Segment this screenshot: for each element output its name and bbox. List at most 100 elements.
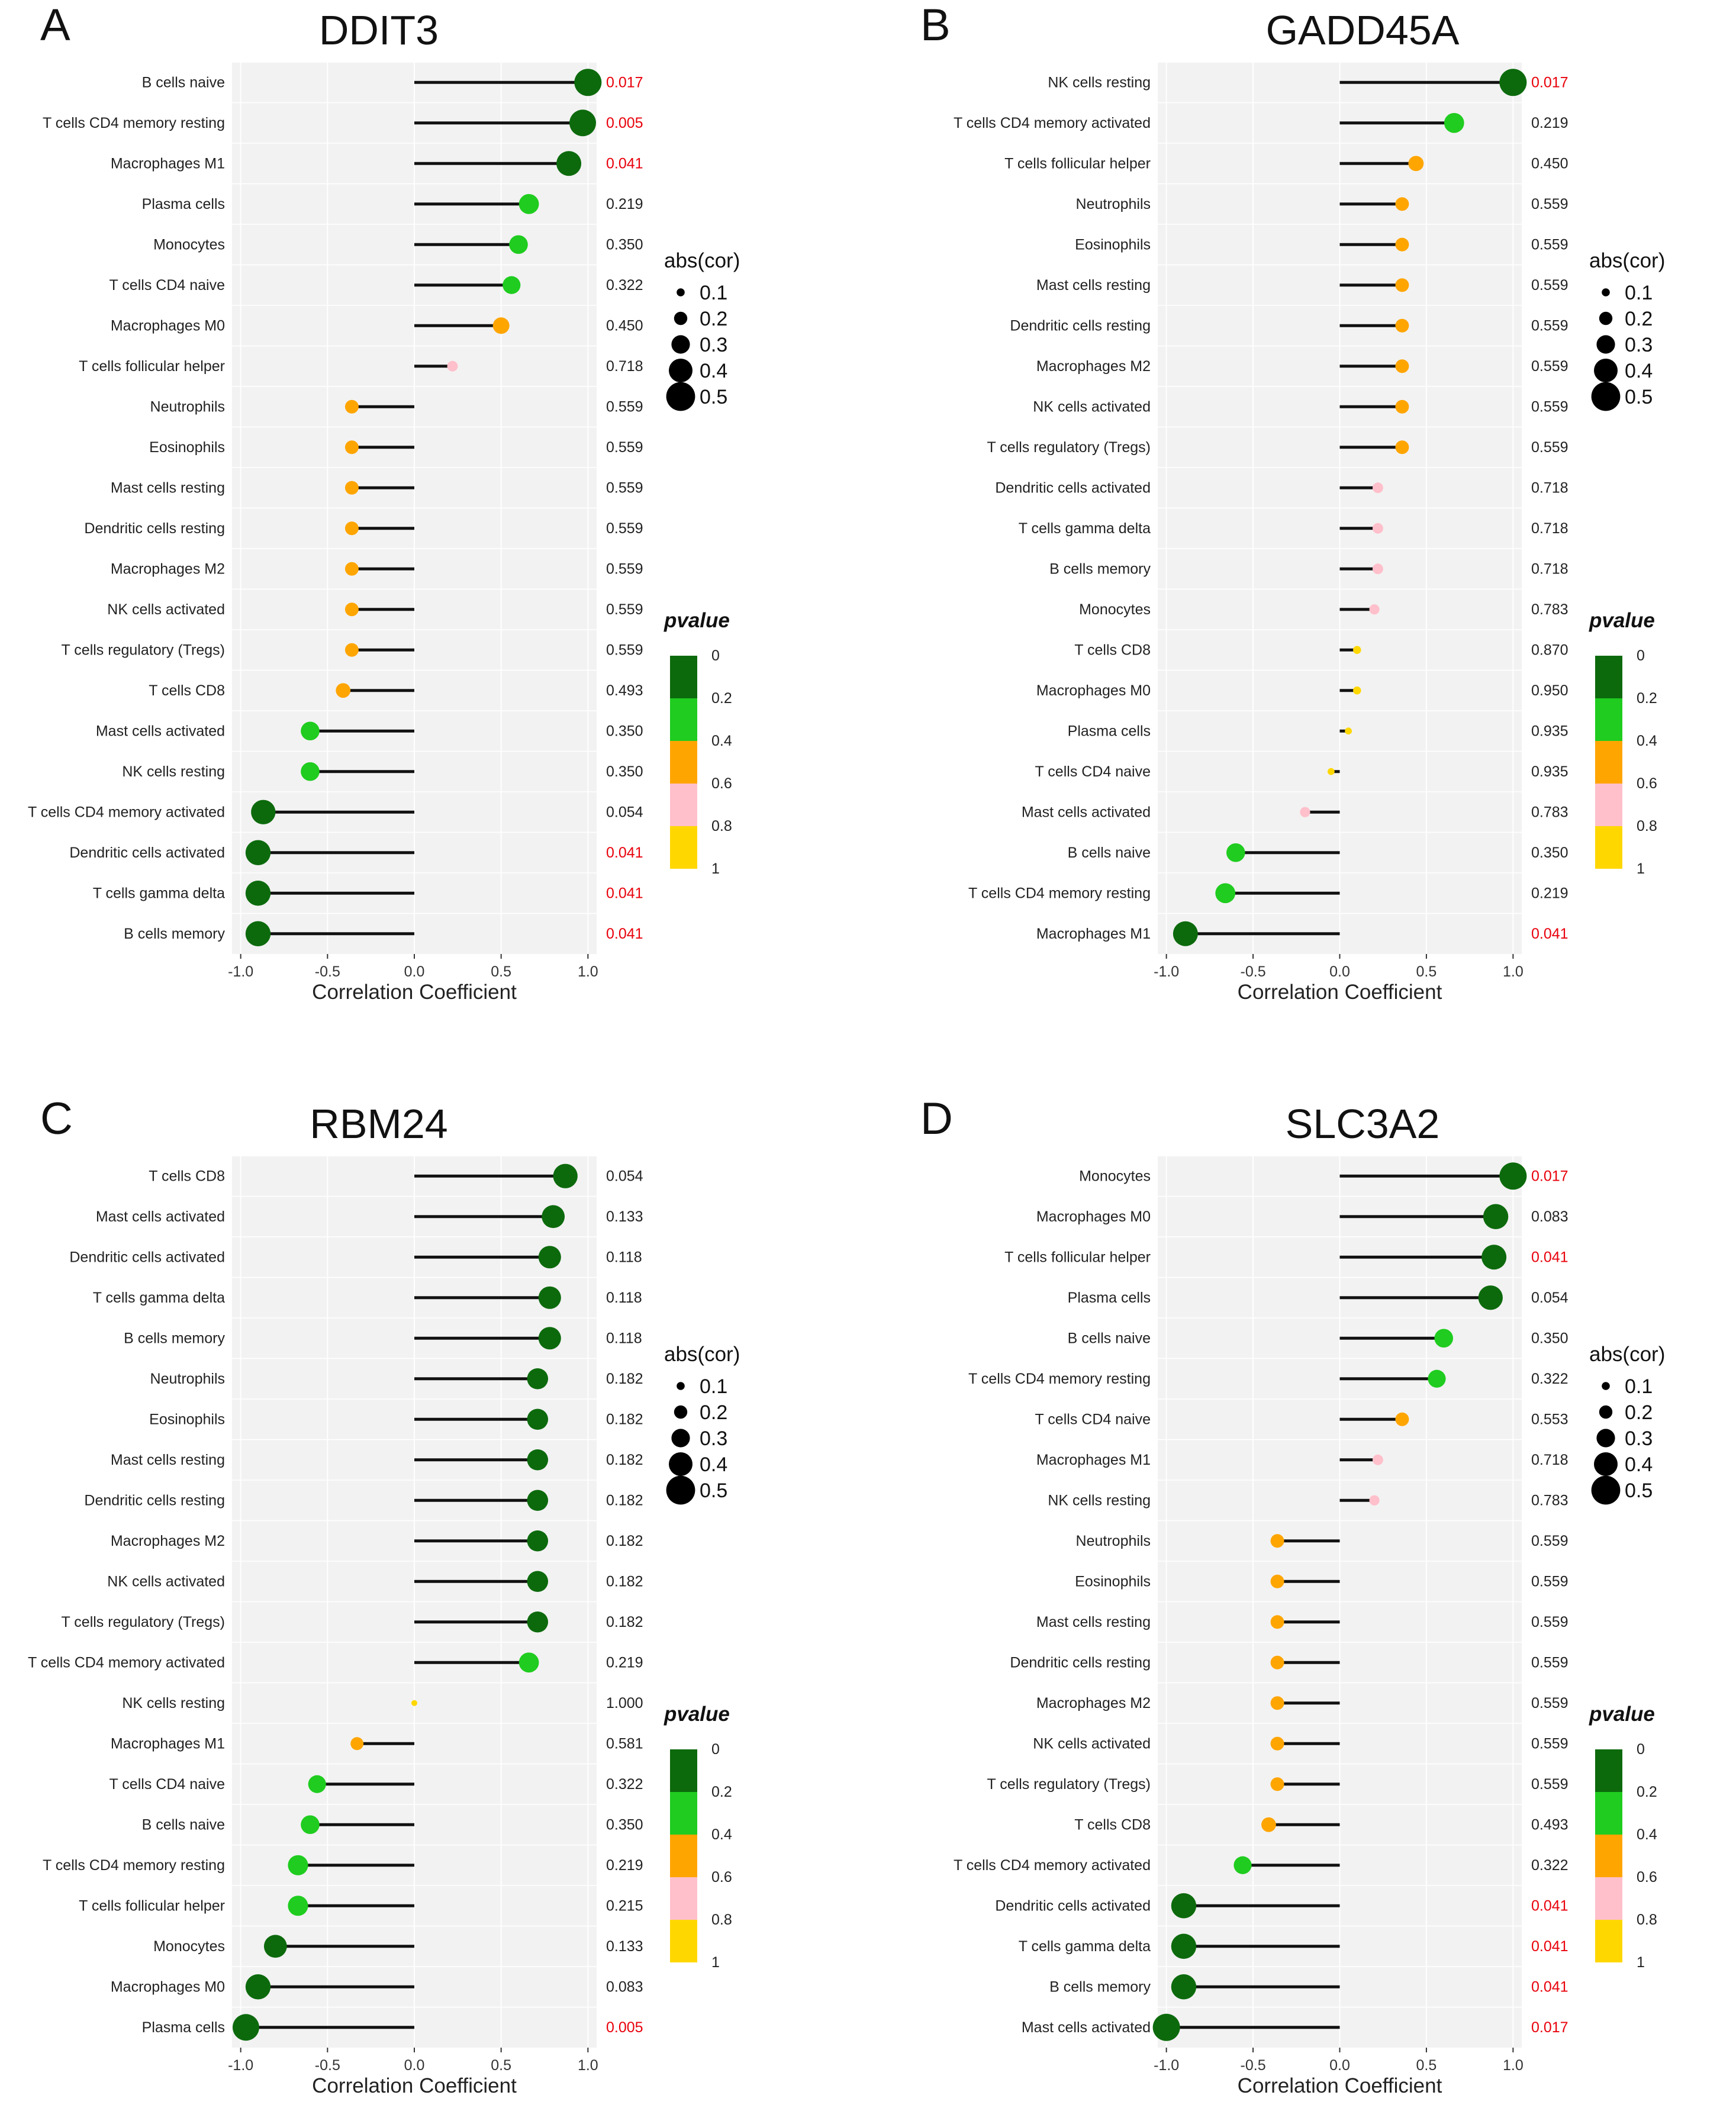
row-label: Plasma cells <box>142 196 225 212</box>
lollipop-point <box>251 800 276 824</box>
lollipop-point <box>527 1611 549 1633</box>
lollipop-row: Dendritic cells activated 0.041 <box>69 840 643 865</box>
row-label: Macrophages M0 <box>111 317 225 334</box>
pvalue-label: 0.581 <box>606 1735 643 1752</box>
row-label: B cells naive <box>142 74 225 91</box>
color-legend-label: 1 <box>711 1954 720 1971</box>
color-legend-swatch <box>1595 1749 1622 1792</box>
size-legend-dot <box>1602 1382 1610 1390</box>
row-label: Eosinophils <box>1075 236 1151 253</box>
lollipop-point <box>542 1205 565 1229</box>
size-legend-label: 0.4 <box>1625 360 1653 382</box>
lollipop-point <box>1499 69 1527 96</box>
color-legend-swatch <box>1595 1920 1622 1962</box>
row-label: Neutrophils <box>150 398 225 415</box>
panel-D: D SLC3A2 Monocytes 0.017 Macrophages M0 0.083… <box>920 1094 1665 2097</box>
x-tick-label: -0.5 <box>315 2057 340 2074</box>
size-legend-dot <box>666 382 695 411</box>
pvalue-label: 0.559 <box>1531 358 1568 375</box>
pvalue-label: 0.322 <box>606 277 643 294</box>
lollipop-point <box>308 1775 326 1793</box>
lollipop-point <box>553 1163 578 1188</box>
lollipop-row: Dendritic cells activated 0.118 <box>69 1246 642 1269</box>
lollipop-point <box>1171 1893 1197 1919</box>
lollipop-row: Neutrophils 0.559 <box>1076 196 1568 212</box>
panel-letter: C <box>40 1094 73 1144</box>
lollipop-row: T cells CD4 naive 0.935 <box>1035 763 1568 780</box>
row-label: Neutrophils <box>1076 1533 1151 1549</box>
lollipop-point <box>263 1935 287 1958</box>
color-legend-title: pvalue <box>1589 1703 1655 1726</box>
row-label: T cells CD4 memory resting <box>968 1371 1151 1387</box>
x-tick-label: -0.5 <box>1241 2057 1266 2074</box>
x-tick-label: -1.0 <box>1154 963 1179 980</box>
row-label: Dendritic cells activated <box>995 1897 1151 1914</box>
lollipop-row: Eosinophils 0.559 <box>149 439 643 456</box>
pvalue-label: 0.118 <box>606 1290 642 1306</box>
lollipop-row: T cells gamma delta 0.118 <box>93 1286 642 1309</box>
lollipop-point <box>538 1286 561 1309</box>
row-label: NK cells activated <box>1033 398 1151 415</box>
color-legend-label: 0.4 <box>711 733 732 749</box>
lollipop-point <box>344 643 359 657</box>
lollipop-point <box>245 921 271 946</box>
pvalue-label: 0.559 <box>1531 1533 1568 1549</box>
size-legend-title: abs(cor) <box>1589 1343 1665 1366</box>
row-label: Macrophages M2 <box>111 1533 225 1549</box>
lollipop-row: Plasma cells 0.054 <box>1068 1285 1568 1310</box>
size-legend-label: 0.5 <box>700 1480 727 1502</box>
pvalue-label: 0.350 <box>606 723 643 739</box>
row-label: B cells memory <box>1049 1978 1151 1995</box>
lollipop-point <box>1369 1495 1380 1506</box>
lollipop-point <box>527 1490 549 1511</box>
lollipop-row: Eosinophils 0.559 <box>1075 1573 1568 1590</box>
lollipop-point <box>1171 1933 1197 1959</box>
lollipop-point <box>1372 1454 1383 1465</box>
lollipop-row: Macrophages M1 0.041 <box>1036 921 1568 946</box>
lollipop-point <box>288 1896 308 1916</box>
color-legend-swatch <box>1595 1792 1622 1835</box>
lollipop-row: Mast cells resting 0.559 <box>1036 1614 1568 1630</box>
x-tick-label: 0.0 <box>1329 963 1350 980</box>
color-legend-swatch <box>670 1835 697 1877</box>
pvalue-label: 0.559 <box>1531 1735 1568 1752</box>
row-label: Macrophages M1 <box>1036 926 1151 942</box>
lollipop-point <box>1395 399 1409 414</box>
size-legend-label: 0.4 <box>700 1453 727 1476</box>
size-legend-title: abs(cor) <box>664 1343 740 1366</box>
row-label: T cells follicular helper <box>79 358 225 375</box>
lollipop-point <box>288 1855 308 1875</box>
pvalue-label: 0.182 <box>606 1614 643 1630</box>
x-tick-label: 0.0 <box>1329 2057 1350 2074</box>
row-label: NK cells activated <box>1033 1735 1151 1752</box>
size-legend-label: 0.2 <box>1625 308 1653 330</box>
lollipop-point <box>1352 646 1361 655</box>
lollipop-point <box>1270 1574 1284 1588</box>
color-legend-swatch <box>670 1792 697 1835</box>
size-legend-dot <box>677 288 685 296</box>
size-legend-dot <box>677 1382 685 1390</box>
pvalue-label: 0.017 <box>1531 74 1568 91</box>
lollipop-row: B cells memory 0.118 <box>124 1327 642 1350</box>
row-label: Dendritic cells resting <box>84 1492 225 1509</box>
lollipop-row: Eosinophils 0.182 <box>149 1408 643 1430</box>
x-tick-label: -1.0 <box>228 963 253 980</box>
color-legend-label: 1 <box>711 860 720 877</box>
color-legend-label: 0.2 <box>1637 690 1657 707</box>
row-label: B cells naive <box>1068 845 1151 861</box>
lollipop-point <box>1226 843 1245 862</box>
row-label: Monocytes <box>1079 1168 1151 1184</box>
panel-title: SLC3A2 <box>1286 1101 1440 1147</box>
x-tick-label: 0.5 <box>1416 2057 1437 2074</box>
lollipop-row: Dendritic cells resting 0.559 <box>1010 317 1568 334</box>
row-label: Dendritic cells activated <box>69 845 225 861</box>
size-legend-dot <box>666 1475 695 1505</box>
lollipop-point <box>411 1700 417 1706</box>
lollipop-row: T cells follicular helper 0.215 <box>79 1896 643 1916</box>
pvalue-label: 0.718 <box>1531 520 1568 537</box>
size-legend-title: abs(cor) <box>664 249 740 272</box>
lollipop-row: Macrophages M2 0.182 <box>111 1530 643 1552</box>
row-label: Macrophages M1 <box>1036 1452 1151 1468</box>
size-legend-label: 0.5 <box>700 386 727 408</box>
lollipop-point <box>556 151 582 176</box>
